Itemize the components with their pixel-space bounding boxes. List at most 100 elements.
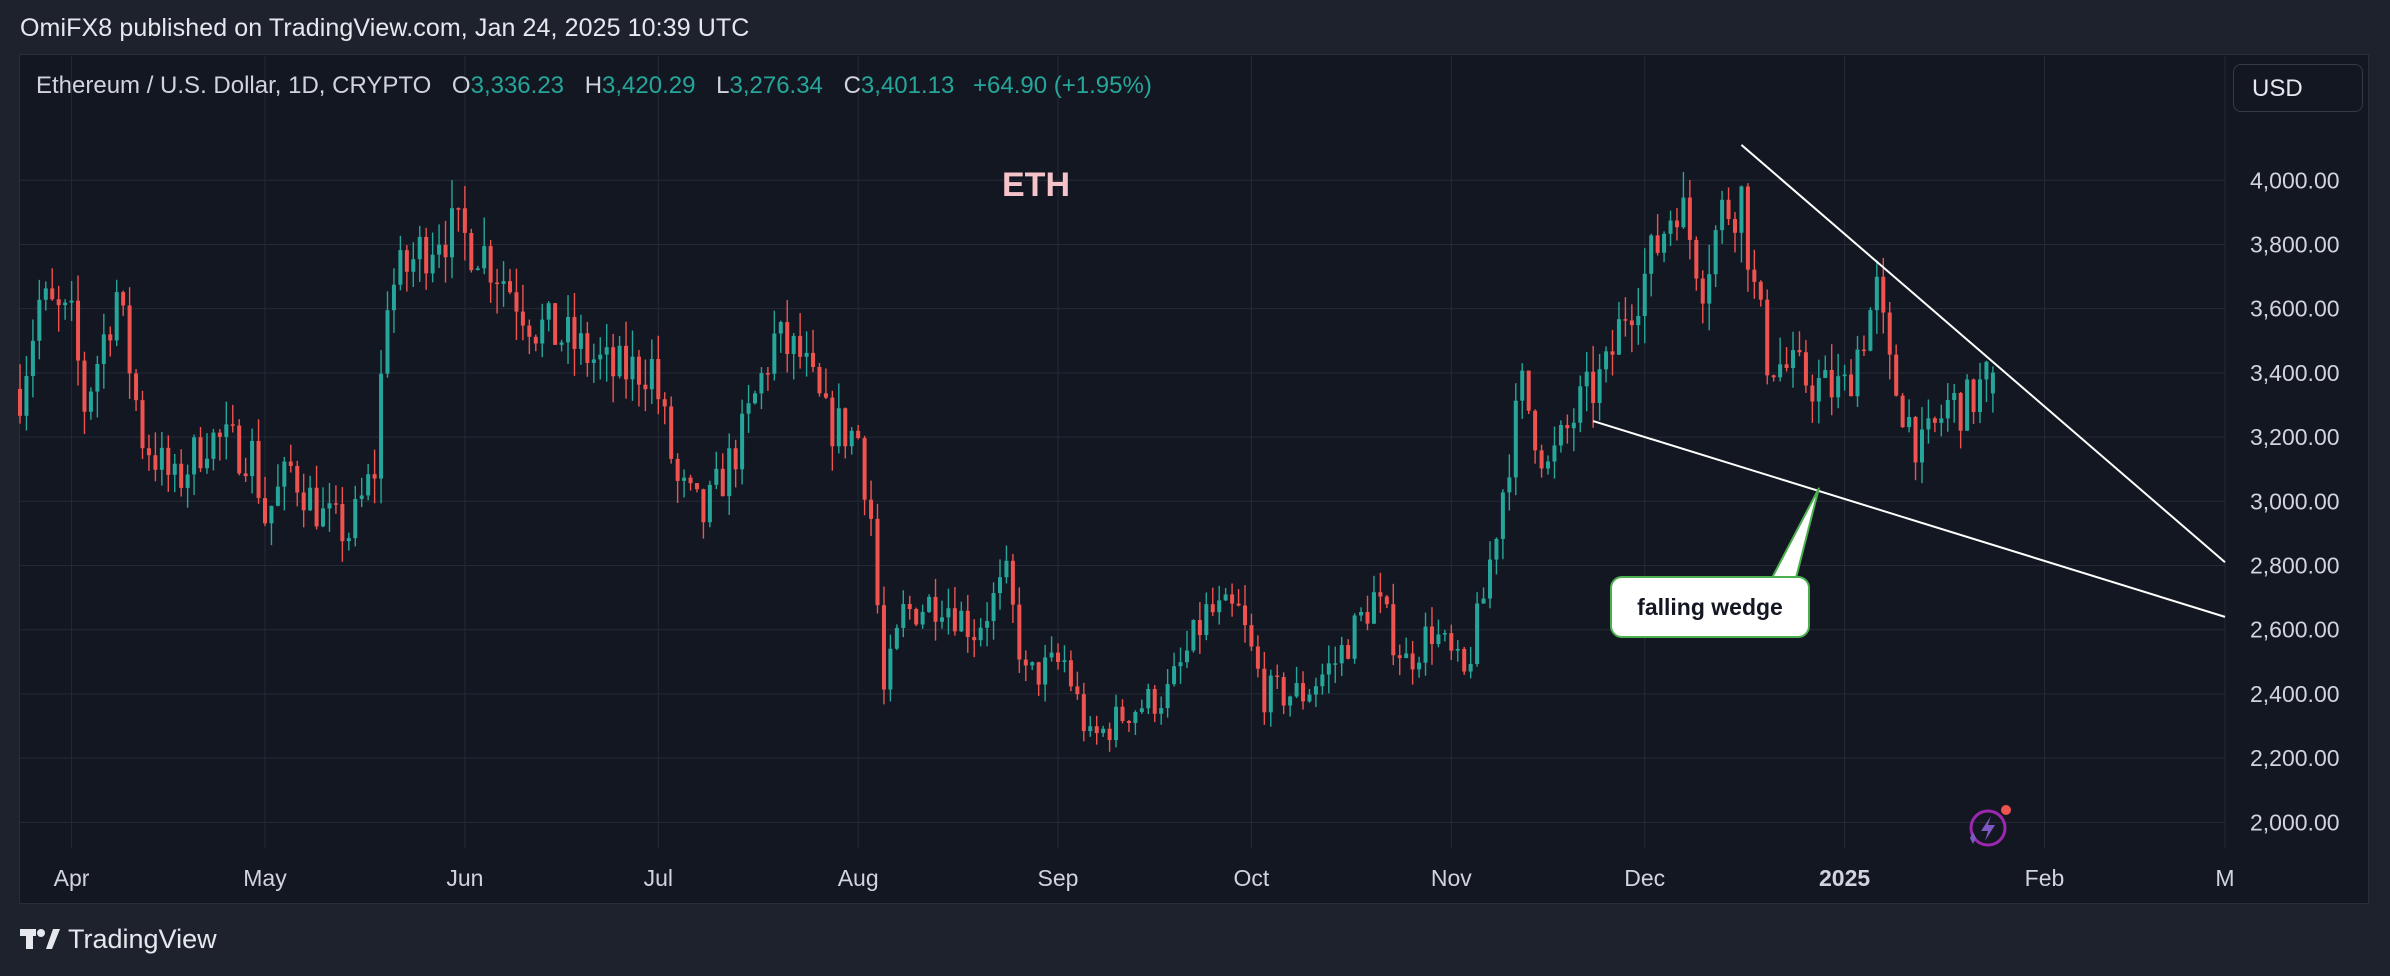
candle-body <box>1036 662 1041 685</box>
candle-body <box>881 605 886 690</box>
time-tick-label: Dec <box>1624 865 1665 891</box>
candle-body <box>1088 726 1093 732</box>
lightning-icon[interactable] <box>1962 804 2016 850</box>
candle-body <box>411 259 416 272</box>
candle-body <box>1571 422 1576 429</box>
callout-pointer-shape <box>1771 487 1820 579</box>
candle-body <box>1990 372 1995 394</box>
candle-body <box>946 608 951 618</box>
candles <box>18 171 1995 752</box>
candle-body <box>1352 615 1357 659</box>
candle-body <box>1081 694 1086 732</box>
footer: TradingView <box>20 924 217 955</box>
candle-body <box>295 465 300 493</box>
candle-body <box>301 492 306 511</box>
candle-body <box>1578 386 1583 423</box>
candle-body <box>211 432 216 459</box>
candle-body <box>1468 663 1473 672</box>
candle-body <box>69 300 74 303</box>
candle-body <box>1133 711 1138 723</box>
candle-body <box>765 373 770 375</box>
wedge-trendline-upper <box>1740 144 2226 564</box>
currency-button[interactable]: USD <box>2233 64 2363 112</box>
candle-body <box>1359 611 1364 616</box>
candle-body <box>1391 604 1396 656</box>
candle-body <box>314 487 319 527</box>
close-label: C <box>843 72 861 99</box>
candle-body <box>153 455 158 470</box>
candle-body <box>972 637 977 641</box>
candle-body <box>1900 395 1905 428</box>
candle-body <box>43 288 48 300</box>
candle-body <box>714 468 719 485</box>
candle-body <box>1384 596 1389 605</box>
candle-body <box>1436 634 1441 645</box>
candle-body <box>707 484 712 523</box>
candle-body <box>617 345 622 377</box>
candle-body <box>1520 370 1525 401</box>
candle-body <box>1694 239 1699 279</box>
open-value: 3,336.23 <box>470 72 565 99</box>
candle-body <box>811 352 816 367</box>
candle-body <box>1294 683 1299 697</box>
candle-body <box>1288 696 1293 706</box>
candle-body <box>1655 235 1660 253</box>
candle-body <box>127 305 132 374</box>
candle-body <box>740 413 745 470</box>
price-tick-label: 3,000.00 <box>2250 488 2340 514</box>
candle-body <box>1120 706 1125 722</box>
candle-body <box>546 303 551 320</box>
price-tick-label: 2,600.00 <box>2250 617 2340 643</box>
candle-body <box>308 487 313 511</box>
candle-body <box>1868 310 1873 351</box>
chart-area[interactable] <box>19 54 2369 904</box>
candle-body <box>875 518 880 606</box>
candle-body <box>1533 410 1538 451</box>
candle-body <box>1429 626 1434 645</box>
candle-body <box>933 596 938 622</box>
candle-body <box>514 292 519 312</box>
candle-body <box>217 432 222 437</box>
candle-body <box>1791 350 1796 369</box>
candle-body <box>346 538 351 542</box>
time-tick-label: M <box>2215 865 2234 891</box>
candle-body <box>1546 461 1551 469</box>
candle-body <box>1243 605 1247 626</box>
candle-body <box>1410 653 1415 670</box>
candle-body <box>1765 299 1770 376</box>
time-tick-label: Nov <box>1431 865 1472 891</box>
candle-body <box>1629 320 1634 326</box>
candle-body <box>1913 416 1918 463</box>
candle-body <box>1591 371 1596 403</box>
candle-body <box>469 232 474 271</box>
candle-body <box>1810 385 1815 402</box>
open-label: O <box>451 72 471 99</box>
candle-body <box>1313 686 1318 695</box>
candle-body <box>920 611 925 625</box>
candle-body <box>1346 645 1351 659</box>
candle-body <box>927 596 932 612</box>
candle-body <box>1604 351 1609 370</box>
candle-body <box>327 503 332 509</box>
candle-body <box>901 604 906 628</box>
candle-body <box>63 302 68 306</box>
candle-body <box>1565 424 1570 429</box>
candle-body <box>179 463 184 488</box>
candle-body <box>159 447 164 470</box>
candle-body <box>1758 281 1763 300</box>
high-label: H <box>584 72 603 99</box>
candle-body <box>1745 186 1750 270</box>
price-tick-label: 4,000.00 <box>2250 167 2340 193</box>
candle-body <box>1784 364 1789 369</box>
candle-body <box>1978 379 1982 413</box>
candle-body <box>559 342 564 345</box>
candle-body <box>1075 686 1080 695</box>
time-tick-label: Apr <box>54 865 90 891</box>
falling-wedge-callout: falling wedge <box>1610 576 1810 638</box>
candle-body <box>275 486 280 506</box>
candle-body <box>1803 352 1808 386</box>
candle-body <box>1255 646 1260 669</box>
candle-body <box>1301 683 1306 702</box>
candle-body <box>1687 197 1692 240</box>
